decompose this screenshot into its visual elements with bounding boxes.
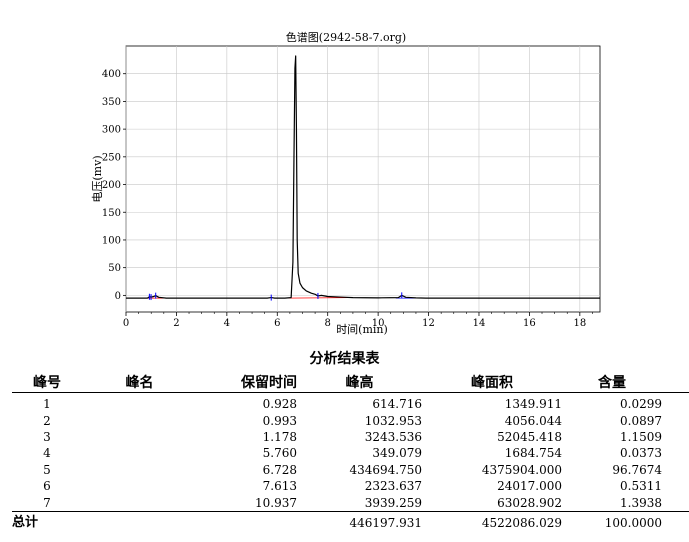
- cell-content: 1.1509: [620, 429, 662, 444]
- cell-peak-no: 5: [43, 462, 51, 477]
- cell-peak-area: 4056.044: [504, 413, 562, 428]
- cell-retention-time: 0.993: [262, 413, 297, 428]
- x-tick-label: 16: [523, 318, 536, 329]
- cell-content: 0.5311: [620, 479, 662, 494]
- cell-peak-area: 1349.911: [504, 397, 562, 412]
- total-peak-name: [82, 510, 197, 532]
- x-axis-ticks: 0 2 4 6 8 10 12 14 16 18: [123, 312, 593, 329]
- cell-content: 96.7674: [612, 462, 662, 477]
- chart-marks: [126, 55, 600, 301]
- cell-peak-height: 3939.259: [364, 495, 422, 510]
- cell-retention-time: 0.928: [262, 397, 297, 412]
- cell-peak-name: [82, 462, 197, 478]
- table-row: 7 10.937 3939.259 63028.902 1.3938: [12, 494, 689, 511]
- cell-peak-area: 1684.754: [504, 446, 562, 461]
- x-tick-label: 4: [224, 318, 230, 329]
- table-row: 4 5.760 349.079 1684.754 0.0373: [12, 445, 689, 461]
- cell-peak-no: 4: [43, 446, 51, 461]
- cell-peak-height: 434694.750: [349, 462, 422, 477]
- cell-peak-area: 63028.902: [497, 495, 562, 510]
- cell-peak-no: 3: [43, 429, 51, 444]
- x-tick-label: 12: [422, 318, 435, 329]
- x-tick-label: 10: [372, 318, 385, 329]
- cell-peak-name: [82, 429, 197, 445]
- header-peak-area: 峰面积: [422, 371, 562, 393]
- cell-content: 0.0299: [620, 397, 662, 412]
- cell-peak-name: [82, 478, 197, 494]
- cell-retention-time: 1.178: [262, 429, 297, 444]
- y-tick-label: 350: [102, 97, 121, 108]
- y-tick-label: 400: [102, 69, 121, 80]
- y-axis-label: 电压(mv): [91, 155, 104, 202]
- cell-peak-no: 7: [43, 495, 51, 510]
- header-peak-no: 峰号: [12, 371, 82, 393]
- y-tick-label: 50: [108, 263, 121, 274]
- y-axis-ticks: 0 50 100 150 200 250 300 350 400: [102, 69, 126, 302]
- plot-area: [125, 45, 601, 313]
- y-tick-label: 300: [102, 125, 121, 136]
- cell-retention-time: 5.760: [262, 446, 297, 461]
- table-row: 2 0.993 1032.953 4056.044 0.0897: [12, 412, 689, 428]
- cell-peak-height: 349.079: [372, 446, 422, 461]
- cell-peak-height: 1032.953: [364, 413, 422, 428]
- table-row: 5 6.728 434694.750 4375904.000 96.7674: [12, 462, 689, 478]
- table-row: 1 0.928 614.716 1349.911 0.0299: [12, 393, 689, 413]
- total-label: 总计: [12, 510, 82, 532]
- y-tick-label: 250: [102, 152, 121, 163]
- cell-peak-name: [82, 494, 197, 511]
- cell-retention-time: 6.728: [262, 462, 297, 477]
- y-tick-label: 150: [102, 208, 121, 219]
- x-tick-label: 14: [473, 318, 486, 329]
- total-content: 100.0000: [562, 510, 689, 532]
- total-row: 总计 446197.931 4522086.029 100.0000: [12, 510, 689, 532]
- y-tick-label: 100: [102, 235, 121, 246]
- x-tick-label: 6: [274, 318, 280, 329]
- cell-content: 0.0897: [620, 413, 662, 428]
- cell-peak-area: 52045.418: [497, 429, 562, 444]
- results-title: 分析结果表: [309, 351, 380, 367]
- x-tick-label: 8: [325, 318, 331, 329]
- header-peak-height: 峰高: [297, 371, 422, 393]
- x-tick-label: 18: [573, 318, 586, 329]
- cell-peak-area: 24017.000: [497, 479, 562, 494]
- results-table: 峰号 峰名 保留时间 峰高 峰面积 含量 1 0.928 614.716 134…: [12, 371, 689, 532]
- cell-peak-no: 2: [43, 413, 51, 428]
- cell-content: 0.0373: [620, 446, 662, 461]
- results-header-row: 峰号 峰名 保留时间 峰高 峰面积 含量: [12, 371, 689, 393]
- header-content: 含量: [562, 371, 689, 393]
- cell-peak-height: 614.716: [372, 397, 422, 412]
- cell-peak-area: 4375904.000: [481, 462, 562, 477]
- x-axis-label: 时间(min): [336, 323, 388, 336]
- cell-peak-no: 6: [43, 479, 51, 494]
- cell-peak-no: 1: [43, 397, 51, 412]
- chromatogram-chart: 色谱图(2942-58-7.org) 050100150200250300350…: [91, 30, 601, 336]
- cell-peak-height: 2323.637: [364, 479, 422, 494]
- total-retention-time: [197, 510, 297, 532]
- chart-title: 色谱图(2942-58-7.org): [286, 30, 406, 44]
- x-tick-label: 0: [123, 318, 129, 329]
- table-row: 6 7.613 2323.637 24017.000 0.5311: [12, 478, 689, 494]
- cell-retention-time: 7.613: [262, 479, 297, 494]
- y-tick-label: 0: [115, 291, 121, 302]
- cell-peak-height: 3243.536: [364, 429, 422, 444]
- y-tick-label: 200: [102, 180, 121, 191]
- header-peak-name: 峰名: [82, 371, 197, 393]
- cell-peak-name: [82, 412, 197, 428]
- header-retention-time: 保留时间: [197, 371, 297, 393]
- cell-content: 1.3938: [620, 495, 662, 510]
- cell-peak-name: [82, 393, 197, 413]
- total-peak-area: 4522086.029: [422, 510, 562, 532]
- cell-retention-time: 10.937: [255, 495, 297, 510]
- cell-peak-name: [82, 445, 197, 461]
- table-row: 3 1.178 3243.536 52045.418 1.1509: [12, 429, 689, 445]
- total-peak-height: 446197.931: [297, 510, 422, 532]
- grid-lines: [125, 46, 600, 312]
- series-line: [126, 55, 600, 299]
- x-tick-label: 2: [173, 318, 179, 329]
